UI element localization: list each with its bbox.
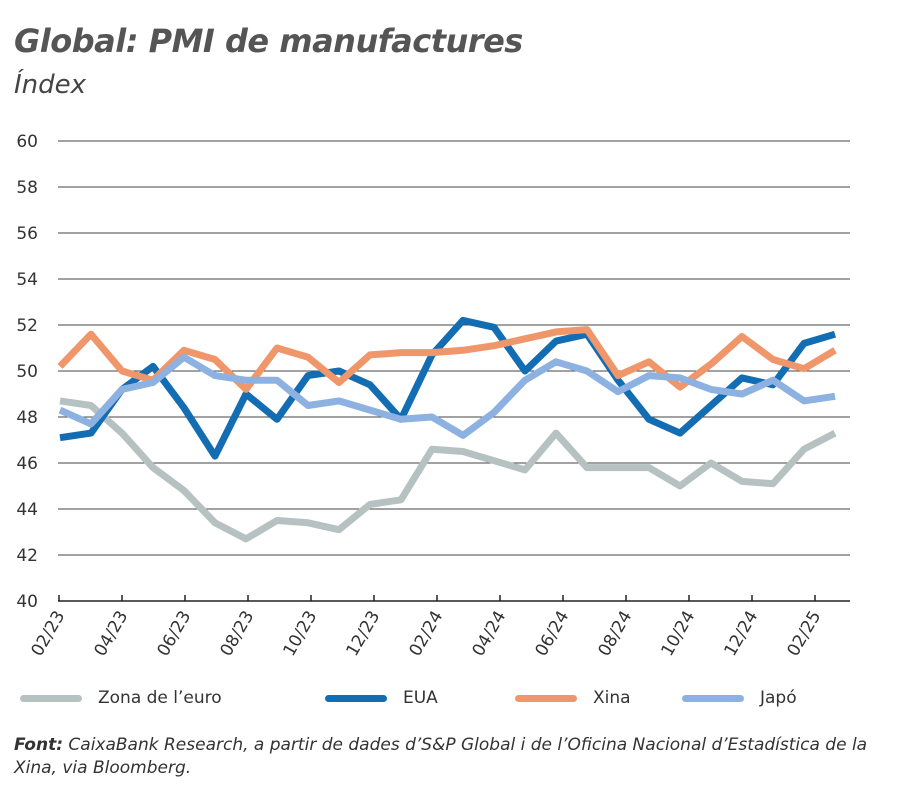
legend-item-euro: Zona de l’euro — [20, 688, 222, 708]
y-tick-label: 52 — [16, 316, 38, 336]
legend: Zona de l’euro EUA Xina Japó — [20, 688, 880, 712]
y-tick-label: 54 — [16, 270, 38, 290]
x-tick-label: 02/23 — [28, 608, 70, 660]
x-tick-label: 10/24 — [658, 608, 700, 660]
x-tick-label: 08/23 — [217, 608, 259, 660]
legend-swatch — [682, 694, 744, 702]
legend-item-japo: Japó — [682, 688, 797, 708]
y-tick-label: 46 — [16, 454, 38, 474]
y-tick-label: 40 — [16, 592, 38, 612]
x-tick-label: 02/25 — [784, 608, 826, 660]
chart-title: Global: PMI de manufactures — [14, 22, 523, 60]
y-tick-label: 42 — [16, 546, 38, 566]
x-tick-label: 04/24 — [469, 608, 511, 660]
chart-subtitle: Índex — [14, 70, 87, 100]
x-tick-label: 10/23 — [280, 608, 322, 660]
legend-swatch — [325, 694, 387, 702]
legend-item-eua: EUA — [325, 688, 438, 708]
x-tick-label: 12/24 — [721, 608, 763, 660]
x-tick-label: 04/23 — [91, 608, 133, 660]
legend-swatch — [515, 694, 577, 702]
y-tick-label: 50 — [16, 362, 38, 382]
y-tick-label: 58 — [16, 178, 38, 198]
source-text: CaixaBank Research, a partir de dades d’… — [14, 735, 868, 778]
series-line-3 — [58, 353, 836, 439]
x-tick-label: 02/24 — [406, 608, 448, 660]
x-tick-label: 12/23 — [343, 608, 385, 660]
legend-swatch — [20, 694, 82, 702]
series-line-1 — [59, 316, 836, 460]
legend-item-xina: Xina — [515, 688, 631, 708]
x-tick-label: 06/23 — [154, 608, 196, 660]
y-tick-label: 56 — [16, 224, 38, 244]
source-note: Font: CaixaBank Research, a partir de da… — [14, 734, 874, 780]
x-tick-label: 08/24 — [595, 608, 637, 660]
series-line-0 — [59, 397, 837, 543]
y-tick-label: 44 — [16, 500, 38, 520]
x-tick-label: 06/24 — [532, 608, 574, 660]
legend-label: EUA — [403, 688, 438, 708]
series-line-2 — [57, 326, 837, 393]
legend-label: Zona de l’euro — [98, 688, 222, 708]
source-label: Font: — [14, 735, 63, 755]
y-tick-label: 60 — [16, 132, 38, 152]
legend-label: Xina — [593, 688, 631, 708]
y-tick-label: 48 — [16, 408, 38, 428]
legend-label: Japó — [760, 688, 797, 708]
